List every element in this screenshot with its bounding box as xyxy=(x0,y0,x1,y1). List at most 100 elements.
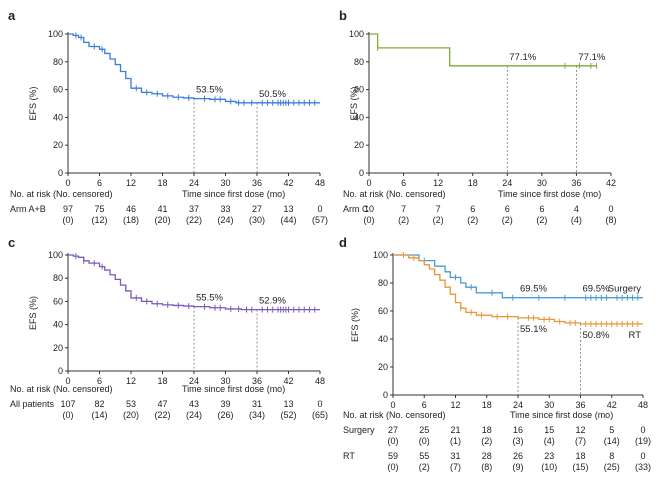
value-annotation: 50.5% xyxy=(259,89,286,100)
at-risk-count: 46 xyxy=(126,204,136,214)
y-tick-label: 80 xyxy=(53,57,63,67)
x-tick-label: 0 xyxy=(65,178,70,188)
km-curve xyxy=(68,33,320,104)
value-annotation: 69.5% xyxy=(520,284,547,295)
censored-count: (44) xyxy=(280,215,296,225)
at-risk-count: 15 xyxy=(544,425,554,435)
value-annotation: 55.5% xyxy=(196,293,223,304)
at-risk-count: 4 xyxy=(574,204,579,214)
x-tick-label: 24 xyxy=(502,178,512,188)
censored-count: (0) xyxy=(364,215,375,225)
x-axis-label: Time since first dose (mo) xyxy=(182,189,285,199)
risk-row-label: Arm A+B xyxy=(10,204,46,214)
at-risk-count: 41 xyxy=(157,204,167,214)
x-tick-label: 0 xyxy=(390,400,395,410)
x-tick-label: 18 xyxy=(157,178,167,188)
x-tick-label: 48 xyxy=(638,400,648,410)
at-risk-count: 27 xyxy=(388,425,398,435)
at-risk-count: 23 xyxy=(544,451,554,461)
at-risk-count: 0 xyxy=(317,399,322,409)
x-axis-label: Time since first dose (mo) xyxy=(182,384,285,394)
censored-count: (8) xyxy=(481,462,492,472)
x-tick-label: 6 xyxy=(422,400,427,410)
y-tick-label: 40 xyxy=(53,320,63,330)
censored-count: (19) xyxy=(635,436,651,446)
at-risk-count: 10 xyxy=(364,204,374,214)
y-tick-label: 20 xyxy=(354,140,364,150)
y-tick-label: 60 xyxy=(378,306,388,316)
y-tick-label: 100 xyxy=(48,250,63,260)
x-axis-label: Time since first dose (mo) xyxy=(510,410,613,420)
x-tick-label: 6 xyxy=(97,376,102,386)
km-curve-rt xyxy=(393,254,643,325)
x-tick-label: 48 xyxy=(315,178,325,188)
censored-count: (2) xyxy=(398,215,409,225)
x-tick-label: 36 xyxy=(252,376,262,386)
censored-count: (7) xyxy=(450,462,461,472)
y-tick-label: 40 xyxy=(378,334,388,344)
at-risk-count: 75 xyxy=(94,204,104,214)
at-risk-count: 37 xyxy=(189,204,199,214)
km-curve xyxy=(369,33,597,67)
censored-count: (2) xyxy=(433,215,444,225)
censored-count: (65) xyxy=(312,410,328,420)
x-tick-label: 24 xyxy=(189,376,199,386)
at-risk-count: 13 xyxy=(283,399,293,409)
at-risk-count: 18 xyxy=(482,425,492,435)
at-risk-count: 59 xyxy=(388,451,398,461)
y-tick-label: 60 xyxy=(53,296,63,306)
y-tick-label: 40 xyxy=(354,112,364,122)
x-tick-label: 18 xyxy=(468,178,478,188)
risk-table-title: No. at risk (No. censored) xyxy=(343,189,446,199)
y-axis-label: EFS (%) xyxy=(350,308,360,342)
at-risk-count: 0 xyxy=(640,451,645,461)
at-risk-count: 107 xyxy=(60,399,75,409)
censored-count: (18) xyxy=(123,215,139,225)
at-risk-count: 39 xyxy=(220,399,230,409)
x-tick-label: 6 xyxy=(97,178,102,188)
y-tick-label: 0 xyxy=(58,366,63,376)
y-tick-label: 100 xyxy=(373,250,388,260)
censored-count: (0) xyxy=(388,436,399,446)
at-risk-count: 21 xyxy=(450,425,460,435)
at-risk-count: 7 xyxy=(436,204,441,214)
y-tick-label: 20 xyxy=(53,343,63,353)
censored-count: (34) xyxy=(249,410,265,420)
at-risk-count: 27 xyxy=(252,204,262,214)
x-tick-label: 36 xyxy=(571,178,581,188)
censored-count: (2) xyxy=(481,436,492,446)
y-tick-label: 80 xyxy=(53,273,63,283)
y-tick-label: 0 xyxy=(359,168,364,178)
y-tick-label: 100 xyxy=(349,29,364,39)
censored-count: (4) xyxy=(544,436,555,446)
x-tick-label: 30 xyxy=(537,178,547,188)
at-risk-count: 6 xyxy=(539,204,544,214)
censored-count: (30) xyxy=(249,215,265,225)
censored-count: (24) xyxy=(217,215,233,225)
value-annotation: 77.1% xyxy=(578,52,605,63)
censored-count: (0) xyxy=(63,410,74,420)
x-tick-label: 18 xyxy=(157,376,167,386)
censored-count: (14) xyxy=(91,410,107,420)
km-curve xyxy=(68,254,320,311)
censored-count: (7) xyxy=(575,436,586,446)
censored-count: (12) xyxy=(91,215,107,225)
x-tick-label: 12 xyxy=(450,400,460,410)
risk-row-label: All patients xyxy=(10,399,55,409)
at-risk-count: 16 xyxy=(513,425,523,435)
value-annotation: 55.1% xyxy=(520,324,547,335)
at-risk-count: 6 xyxy=(470,204,475,214)
censored-count: (20) xyxy=(154,215,170,225)
censored-count: (33) xyxy=(635,462,651,472)
at-risk-count: 55 xyxy=(419,451,429,461)
censored-count: (1) xyxy=(450,436,461,446)
x-tick-label: 42 xyxy=(606,178,616,188)
at-risk-count: 12 xyxy=(575,425,585,435)
value-annotation: 53.5% xyxy=(196,85,223,96)
x-tick-label: 12 xyxy=(433,178,443,188)
censored-count: (22) xyxy=(154,410,170,420)
censored-count: (0) xyxy=(388,462,399,472)
value-annotation: 77.1% xyxy=(509,52,536,63)
